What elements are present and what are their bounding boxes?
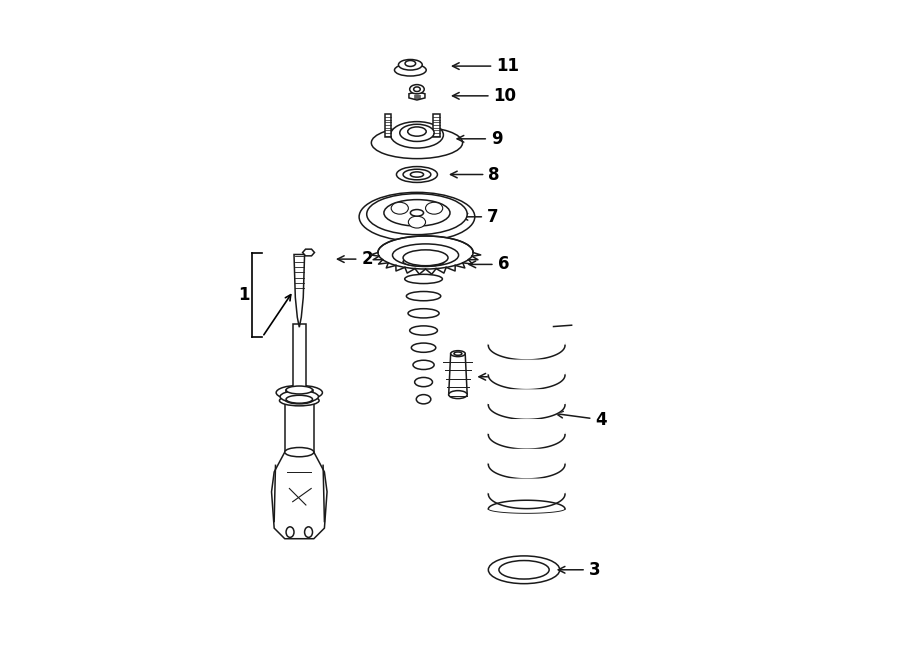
Polygon shape (489, 449, 565, 479)
Ellipse shape (284, 395, 314, 404)
Ellipse shape (451, 351, 465, 357)
Ellipse shape (280, 391, 319, 403)
Polygon shape (284, 399, 314, 452)
Ellipse shape (286, 395, 312, 403)
Ellipse shape (414, 87, 420, 91)
Ellipse shape (410, 326, 437, 335)
Ellipse shape (410, 210, 424, 216)
Polygon shape (286, 390, 312, 399)
Polygon shape (272, 452, 327, 539)
Ellipse shape (489, 556, 560, 584)
Ellipse shape (394, 64, 427, 76)
Polygon shape (409, 92, 425, 100)
Text: 11: 11 (453, 57, 519, 75)
Ellipse shape (384, 200, 450, 226)
Ellipse shape (286, 527, 294, 537)
Ellipse shape (426, 202, 443, 214)
Ellipse shape (499, 561, 549, 579)
Ellipse shape (417, 395, 431, 404)
Ellipse shape (391, 122, 444, 148)
Polygon shape (489, 479, 565, 508)
Text: 2: 2 (338, 250, 374, 268)
Ellipse shape (411, 343, 436, 352)
Polygon shape (294, 254, 304, 327)
Ellipse shape (366, 194, 467, 235)
Ellipse shape (408, 127, 427, 136)
Ellipse shape (410, 172, 424, 177)
Ellipse shape (415, 377, 433, 387)
Ellipse shape (392, 244, 459, 266)
Ellipse shape (378, 236, 473, 269)
Polygon shape (292, 324, 306, 390)
Ellipse shape (403, 257, 444, 266)
Polygon shape (489, 390, 565, 419)
Ellipse shape (454, 352, 462, 356)
Ellipse shape (408, 309, 439, 318)
Text: 7: 7 (461, 208, 499, 226)
Ellipse shape (399, 59, 422, 70)
Ellipse shape (276, 385, 322, 400)
Polygon shape (489, 330, 565, 360)
Ellipse shape (449, 391, 467, 399)
Text: 8: 8 (451, 165, 500, 184)
Ellipse shape (400, 124, 434, 141)
Ellipse shape (409, 216, 426, 228)
Text: 9: 9 (457, 130, 502, 148)
Polygon shape (302, 249, 314, 256)
Ellipse shape (304, 527, 312, 537)
Polygon shape (489, 360, 565, 389)
Polygon shape (489, 420, 565, 449)
Ellipse shape (284, 447, 314, 457)
Polygon shape (384, 114, 392, 137)
Polygon shape (434, 114, 440, 137)
Ellipse shape (413, 360, 434, 369)
Ellipse shape (359, 192, 475, 241)
Ellipse shape (410, 85, 424, 94)
Text: 4: 4 (556, 410, 607, 429)
Text: 10: 10 (453, 87, 517, 105)
Ellipse shape (372, 127, 463, 159)
Ellipse shape (397, 167, 437, 182)
Text: 1: 1 (238, 286, 249, 304)
Text: 3: 3 (558, 561, 600, 579)
Text: 5: 5 (479, 368, 516, 386)
Ellipse shape (403, 169, 431, 180)
Ellipse shape (286, 386, 312, 394)
Ellipse shape (403, 250, 448, 266)
Ellipse shape (407, 292, 441, 301)
Ellipse shape (280, 395, 319, 406)
Text: 6: 6 (469, 255, 509, 274)
Ellipse shape (405, 60, 416, 67)
Ellipse shape (392, 202, 409, 214)
Ellipse shape (405, 274, 443, 284)
Polygon shape (449, 354, 467, 395)
